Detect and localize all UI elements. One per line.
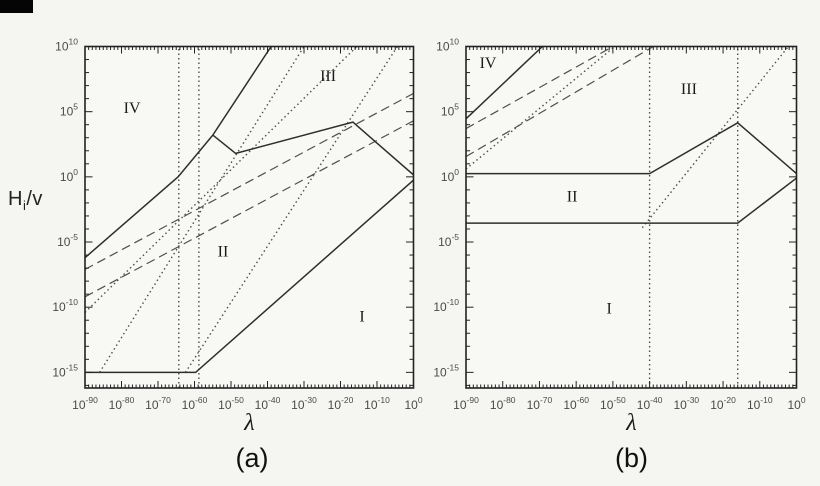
line-dashed-reference-upper (85, 92, 414, 270)
ticks (465, 46, 797, 388)
x-axis-title-panel-a: λ (244, 410, 255, 436)
region-label-I: I (607, 301, 612, 318)
x-tick-label: 10-90 (453, 395, 479, 412)
line-dotted-diagonal-1 (99, 46, 305, 373)
y-axis-title: Hi/v (8, 188, 78, 213)
x-tick-label: 10-80 (109, 395, 135, 412)
y-tick-label: 105 (60, 102, 78, 119)
x-tick-label: 10-60 (182, 395, 208, 412)
x-tick-label: 10-20 (328, 395, 354, 412)
line-dashed-reference-lower (85, 120, 414, 298)
x-tick-label: 10-40 (637, 395, 663, 412)
region-label-II: II (218, 243, 229, 260)
line-region-IV-boundary (466, 46, 543, 120)
y-tick-label: 1010 (55, 37, 78, 54)
region-label-II: II (567, 189, 578, 206)
panel-(b)-background (466, 46, 797, 388)
line-region-II-I-boundary (85, 179, 414, 374)
line-dotted-diagonal-3 (184, 46, 398, 373)
line-region-II-I-boundary (466, 177, 797, 224)
panel-a-caption: (a) (235, 443, 269, 473)
line-region-III-II-boundary (212, 121, 414, 176)
x-tick-label: 10-40 (255, 395, 281, 412)
y-axis-title-rest: /v (26, 188, 43, 210)
x-tick-label: 10-20 (710, 395, 736, 412)
x-tick-label: 10-10 (747, 395, 773, 412)
y-axis-title-main: H (8, 188, 23, 210)
x-tick-label: 10-70 (145, 395, 171, 412)
y-tick-label: 1010 (436, 37, 459, 54)
x-tick-label: 10-30 (291, 395, 317, 412)
panel-(a)-lines (85, 46, 414, 388)
region-label-I: I (359, 309, 364, 326)
panel-(a)-background (85, 46, 414, 388)
ticks (84, 46, 414, 388)
x-tick-label: 10-50 (218, 395, 244, 412)
y-tick-label: 10-10 (52, 297, 78, 314)
panel-(b)-lines (466, 46, 797, 388)
y-tick-label: 10-10 (433, 297, 459, 314)
line-region-IV-II-boundary (85, 134, 214, 259)
x-tick-label: 10-10 (364, 395, 390, 412)
region-label-III: III (320, 68, 336, 85)
x-tick-label: 100 (404, 395, 422, 412)
screenshot-corner-artifact (0, 0, 33, 13)
region-label-III: III (681, 81, 697, 98)
region-label-IV: IV (124, 100, 141, 117)
x-tick-label: 10-80 (490, 395, 516, 412)
line-dotted-diagonal-2 (85, 46, 358, 313)
x-tick-label: 10-70 (527, 395, 553, 412)
y-tick-label: 105 (441, 102, 459, 119)
y-axis-title-sub: i (22, 198, 27, 213)
line-dashed-reference-upper (466, 46, 614, 130)
x-tick-label: 10-60 (563, 395, 589, 412)
y-tick-label: 100 (441, 167, 459, 184)
x-tick-label: 10-50 (600, 395, 626, 412)
line-dashed-reference-lower (466, 46, 654, 158)
x-tick-label: 100 (787, 395, 805, 412)
x-tick-label: 10-30 (674, 395, 700, 412)
region-label-IV: IV (480, 55, 497, 72)
line-region-III-II-boundary (466, 121, 797, 175)
x-tick-label: 10-90 (72, 395, 98, 412)
y-tick-label: 10-15 (433, 362, 459, 379)
line-dotted-diagonal-2 (641, 46, 789, 229)
y-tick-label: 10-5 (57, 232, 78, 249)
panel-b-caption: (b) (615, 443, 648, 473)
y-tick-label: 10-5 (438, 232, 459, 249)
y-tick-label: 10-15 (52, 362, 78, 379)
line-region-IV-III-boundary (212, 46, 272, 136)
y-tick-label: 100 (60, 167, 78, 184)
line-dotted-diagonal-1 (466, 46, 616, 170)
x-axis-title-panel-b: λ (626, 410, 637, 436)
